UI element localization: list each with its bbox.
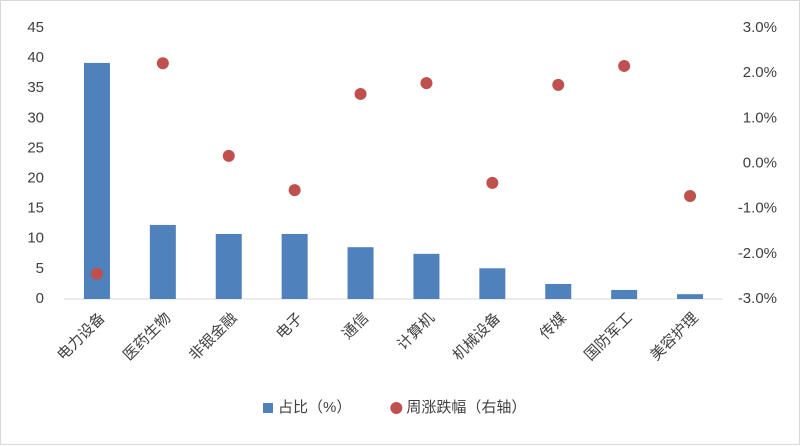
dot [222,149,235,162]
y2-tick-label: -1.0% [738,200,777,217]
bar [479,268,506,299]
y-tick-label: 40 [27,49,44,66]
y-tick-label: 20 [27,170,44,187]
y-tick-label: 10 [27,230,44,247]
dot [486,176,499,189]
dot [552,78,565,91]
bar [611,289,638,299]
bar [215,233,242,299]
legend-swatch [390,402,403,414]
y2-tick-label: 1.0% [743,109,777,126]
y2-tick-label: -2.0% [738,245,777,262]
dot [618,59,631,72]
dot [288,184,301,197]
y-tick-label: 25 [27,139,44,156]
bar [83,62,110,299]
y2-tick-label: 0.0% [743,154,777,171]
y-tick-label: 0 [36,290,44,307]
dot [354,87,367,100]
bar [545,283,572,299]
y2-tick-label: 3.0% [743,19,777,36]
y-tick-label: 35 [27,79,44,96]
dot [684,190,697,203]
legend-label: 周涨跌幅（右轴） [406,399,526,416]
bar [281,233,308,299]
legend-label: 占比（%） [278,399,351,416]
bar [413,253,440,299]
legend-swatch [263,403,273,413]
y2-tick-label: 2.0% [743,64,777,81]
y-tick-label: 45 [27,19,44,36]
y-tick-label: 5 [36,260,44,277]
bar [677,294,704,299]
bar [149,224,176,299]
bar [347,247,374,299]
dot [90,267,103,280]
dot [156,57,169,70]
y2-tick-label: -3.0% [738,290,777,307]
y-tick-label: 15 [27,200,44,217]
dot [420,77,433,90]
y-tick-label: 30 [27,109,44,126]
